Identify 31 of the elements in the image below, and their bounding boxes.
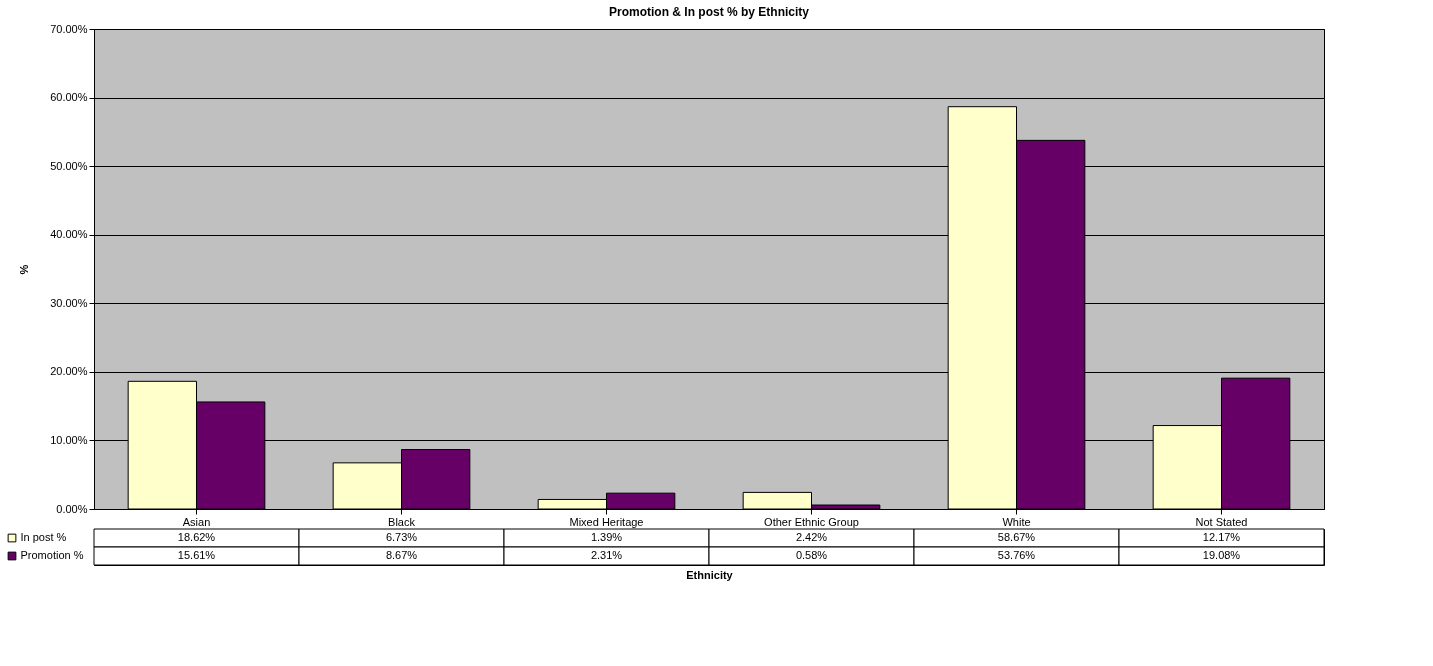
x-tick-label: Black — [388, 515, 416, 528]
x-tick-label: Mixed Heritage — [569, 515, 644, 528]
y-tick-label: 30.00% — [50, 296, 88, 309]
data-label: 2.31% — [590, 549, 623, 561]
data-label: 58.67% — [997, 531, 1036, 543]
y-tick-label: 50.00% — [50, 159, 88, 172]
x-tick-label: Not Stated — [1195, 515, 1248, 528]
data-label: 12.17% — [1202, 531, 1241, 543]
data-label: 18.62% — [177, 531, 216, 543]
y-tick-label: 70.00% — [50, 22, 88, 35]
x-tick-label: Other Ethnic Group — [764, 515, 859, 528]
data-label: 0.58% — [795, 549, 828, 561]
data-label: 53.76% — [997, 549, 1036, 561]
data-label: 19.08% — [1202, 549, 1241, 561]
y-axis-title: % — [18, 264, 31, 275]
legend-label: In post % — [20, 531, 67, 543]
y-tick-label: 20.00% — [50, 365, 88, 378]
data-label: 8.67% — [385, 549, 418, 561]
data-label: 2.42% — [795, 531, 828, 543]
data-label: 15.61% — [177, 549, 216, 561]
x-tick-label: White — [1002, 515, 1031, 528]
data-label: 1.39% — [590, 531, 623, 543]
y-tick-label: 10.00% — [50, 433, 88, 446]
x-axis-title: Ethnicity — [686, 568, 734, 581]
y-tick-label: 0.00% — [56, 502, 88, 515]
y-tick-label: 60.00% — [50, 91, 88, 104]
data-label: 6.73% — [385, 531, 418, 543]
y-tick-label: 40.00% — [50, 228, 88, 241]
chart-title: Promotion & In post % by Ethnicity — [608, 5, 810, 19]
x-tick-label: Asian — [182, 515, 211, 528]
legend-label: Promotion % — [20, 549, 84, 561]
